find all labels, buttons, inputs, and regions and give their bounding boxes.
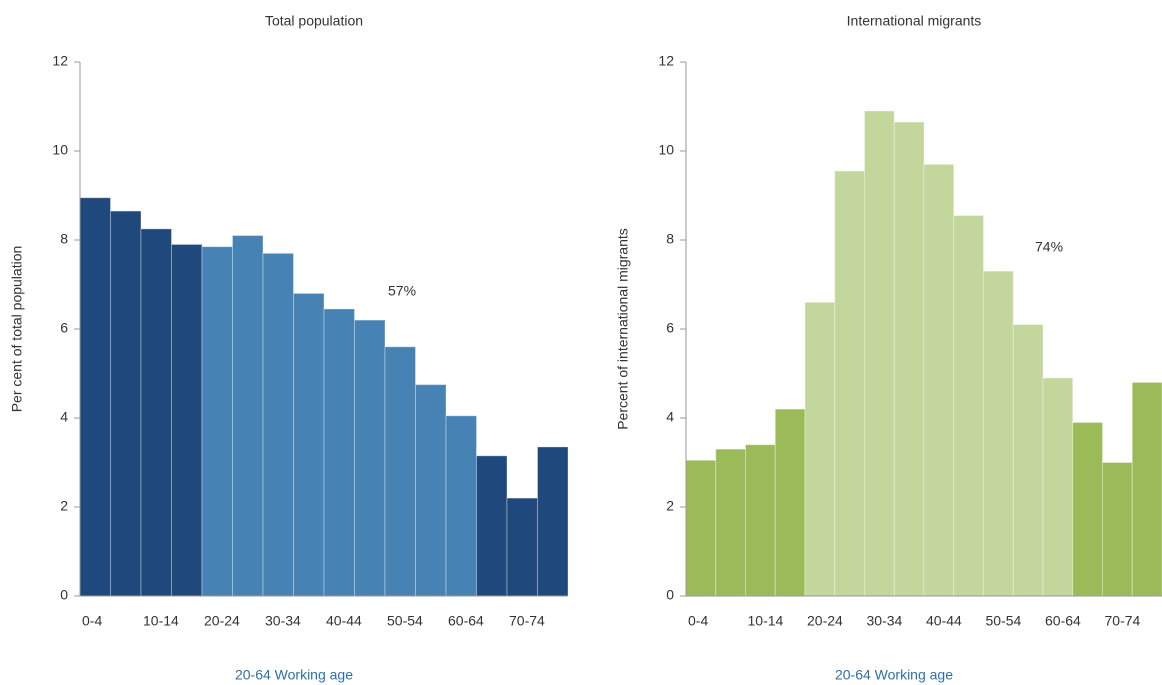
bar: [415, 384, 447, 597]
x-tick-label: 20-24: [204, 613, 240, 629]
x-tick-label: 0-4: [82, 613, 102, 629]
y-tick-label: 2: [60, 498, 68, 514]
bar: [834, 170, 865, 597]
bar: [715, 448, 746, 597]
bar: [685, 459, 717, 597]
bar: [201, 246, 233, 597]
y-tick-label: 8: [666, 231, 674, 247]
y-tick-label: 0: [666, 587, 674, 603]
bar: [293, 292, 325, 597]
x-tick-label: 50-54: [986, 613, 1022, 629]
y-tick-label: 0: [60, 587, 68, 603]
bar: [953, 215, 984, 597]
y-axis-label: Per cent of total population: [9, 246, 25, 413]
x-tick-label: 70-74: [1105, 613, 1141, 629]
chart-title: Total population: [265, 13, 363, 29]
bar: [804, 301, 836, 597]
x-tick-label: 0-4: [688, 613, 708, 629]
y-tick-label: 6: [666, 320, 674, 336]
y-tick-label: 8: [60, 231, 68, 247]
y-tick-label: 2: [666, 498, 674, 514]
x-tick-label: 30-34: [265, 613, 301, 629]
bar: [79, 197, 111, 597]
annotation: 74%: [1035, 239, 1063, 255]
x-tick-label: 60-64: [448, 613, 484, 629]
y-tick-label: 6: [60, 320, 68, 336]
bar: [476, 455, 508, 597]
x-axis-label: 20-64 Working age: [835, 667, 953, 683]
x-tick-label: 70-74: [509, 613, 545, 629]
bar: [745, 444, 776, 597]
x-tick-label: 30-34: [867, 613, 903, 629]
bar: [983, 270, 1014, 597]
y-axis-label: Percent of international migrants: [615, 228, 631, 430]
bar: [354, 319, 386, 597]
y-tick-label: 12: [658, 53, 674, 69]
annotation: 57%: [388, 283, 416, 299]
x-axis-label: 20-64 Working age: [235, 667, 353, 683]
bar: [140, 228, 172, 597]
y-tick-label: 4: [666, 409, 674, 425]
bar: [1072, 421, 1103, 597]
bar: [774, 408, 806, 597]
x-tick-label: 10-14: [748, 613, 784, 629]
bar: [171, 243, 203, 597]
y-tick-label: 10: [658, 142, 674, 158]
bar: [384, 346, 416, 597]
bar: [232, 235, 264, 597]
y-tick-label: 4: [60, 409, 68, 425]
bar: [1042, 377, 1074, 597]
bar: [262, 252, 294, 597]
x-tick-label: 40-44: [326, 613, 362, 629]
x-tick-label: 10-14: [143, 613, 179, 629]
bar: [110, 210, 142, 597]
bar: [1102, 462, 1133, 597]
x-tick-label: 50-54: [387, 613, 423, 629]
x-tick-label: 40-44: [926, 613, 962, 629]
bar: [506, 497, 538, 597]
bar: [1012, 324, 1044, 597]
x-tick-label: 60-64: [1045, 613, 1081, 629]
chart-title: International migrants: [847, 13, 982, 29]
bar: [1131, 381, 1162, 597]
bar: [864, 110, 895, 597]
bar: [923, 163, 955, 597]
bar: [323, 308, 355, 597]
bar: [537, 446, 569, 597]
bar: [445, 415, 477, 597]
bar: [893, 121, 925, 597]
x-tick-label: 20-24: [807, 613, 843, 629]
y-tick-label: 12: [52, 53, 68, 69]
y-tick-label: 10: [52, 142, 68, 158]
